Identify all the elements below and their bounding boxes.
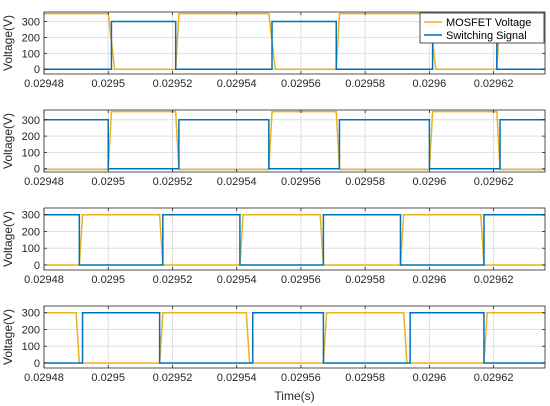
- switching-signal-line: [44, 119, 545, 170]
- axes-box: [43, 109, 546, 173]
- x-tick-label: 0.02962: [474, 372, 514, 384]
- mosfet-voltage-line: [44, 110, 545, 171]
- x-tick-label: 0.02954: [217, 78, 257, 90]
- y-tick-label: 200: [22, 226, 40, 238]
- plot-area: [44, 208, 545, 270]
- x-tick-label: 0.02956: [281, 176, 321, 188]
- x-tick-label: 0.02956: [281, 372, 321, 384]
- y-tick-label: 300: [22, 17, 40, 29]
- axes-box: [43, 11, 546, 75]
- y-tick-label: 100: [22, 243, 40, 255]
- mosfet-voltage-line: [44, 213, 545, 266]
- x-tick-label: 0.02958: [345, 176, 385, 188]
- x-tick-label: 0.02952: [153, 176, 193, 188]
- legend-entry: MOSFET Voltage: [446, 17, 531, 29]
- x-tick-label: 0.02958: [345, 274, 385, 286]
- x-tick-label: 0.02956: [281, 78, 321, 90]
- x-tick-label: 0.02954: [217, 372, 257, 384]
- x-tick-label: 0.02954: [217, 176, 257, 188]
- x-tick-label: 0.02962: [474, 176, 514, 188]
- y-tick-label: 200: [22, 131, 40, 143]
- axes-box: [43, 207, 546, 271]
- x-tick-label: 0.02962: [474, 78, 514, 90]
- plot-area: [44, 110, 545, 172]
- legend-box: [419, 12, 545, 44]
- legend-entry: Switching Signal: [446, 30, 527, 42]
- y-tick-label: 0: [34, 164, 40, 176]
- switching-signal-line: [44, 311, 545, 364]
- y-tick-label: 300: [22, 210, 40, 222]
- x-axis-title: Time(s): [274, 389, 314, 403]
- y-tick-label: 200: [22, 32, 40, 44]
- x-tick-label: 0.0295: [91, 176, 125, 188]
- x-tick-label: 0.02948: [24, 274, 64, 286]
- y-axis-title: Voltage(V): [1, 211, 15, 267]
- y-tick-label: 0: [34, 260, 40, 272]
- x-tick-label: 0.0295: [91, 372, 125, 384]
- x-tick-label: 0.0295: [91, 274, 125, 286]
- x-tick-label: 0.02948: [24, 78, 64, 90]
- y-tick-label: 100: [22, 147, 40, 159]
- x-tick-label: 0.02954: [217, 274, 257, 286]
- x-tick-label: 0.0296: [413, 372, 447, 384]
- y-axis-title: Voltage(V): [1, 15, 15, 71]
- x-tick-label: 0.02952: [153, 274, 193, 286]
- y-axis-title: Voltage(V): [1, 113, 15, 169]
- x-tick-label: 0.0296: [413, 78, 447, 90]
- x-tick-label: 0.02948: [24, 372, 64, 384]
- x-tick-label: 0.0296: [413, 176, 447, 188]
- axes-box: [43, 305, 546, 369]
- x-tick-label: 0.02962: [474, 274, 514, 286]
- plot-area: [44, 306, 545, 368]
- y-tick-label: 200: [22, 324, 40, 336]
- switching-signal-line: [44, 213, 545, 266]
- mosfet-voltage-line: [44, 12, 545, 70]
- y-tick-label: 300: [22, 308, 40, 320]
- x-tick-label: 0.02958: [345, 372, 385, 384]
- x-tick-label: 0.02956: [281, 274, 321, 286]
- y-tick-label: 300: [22, 115, 40, 127]
- y-tick-label: 100: [22, 48, 40, 60]
- y-tick-label: 0: [34, 358, 40, 370]
- y-tick-label: 100: [22, 341, 40, 353]
- x-tick-label: 0.02948: [24, 176, 64, 188]
- y-tick-label: 0: [34, 64, 40, 76]
- x-tick-label: 0.0295: [91, 78, 125, 90]
- x-tick-label: 0.02952: [153, 372, 193, 384]
- y-axis-title: Voltage(V): [1, 309, 15, 365]
- x-tick-label: 0.0296: [413, 274, 447, 286]
- x-tick-label: 0.02952: [153, 78, 193, 90]
- x-tick-label: 0.02958: [345, 78, 385, 90]
- mosfet-voltage-line: [44, 311, 545, 364]
